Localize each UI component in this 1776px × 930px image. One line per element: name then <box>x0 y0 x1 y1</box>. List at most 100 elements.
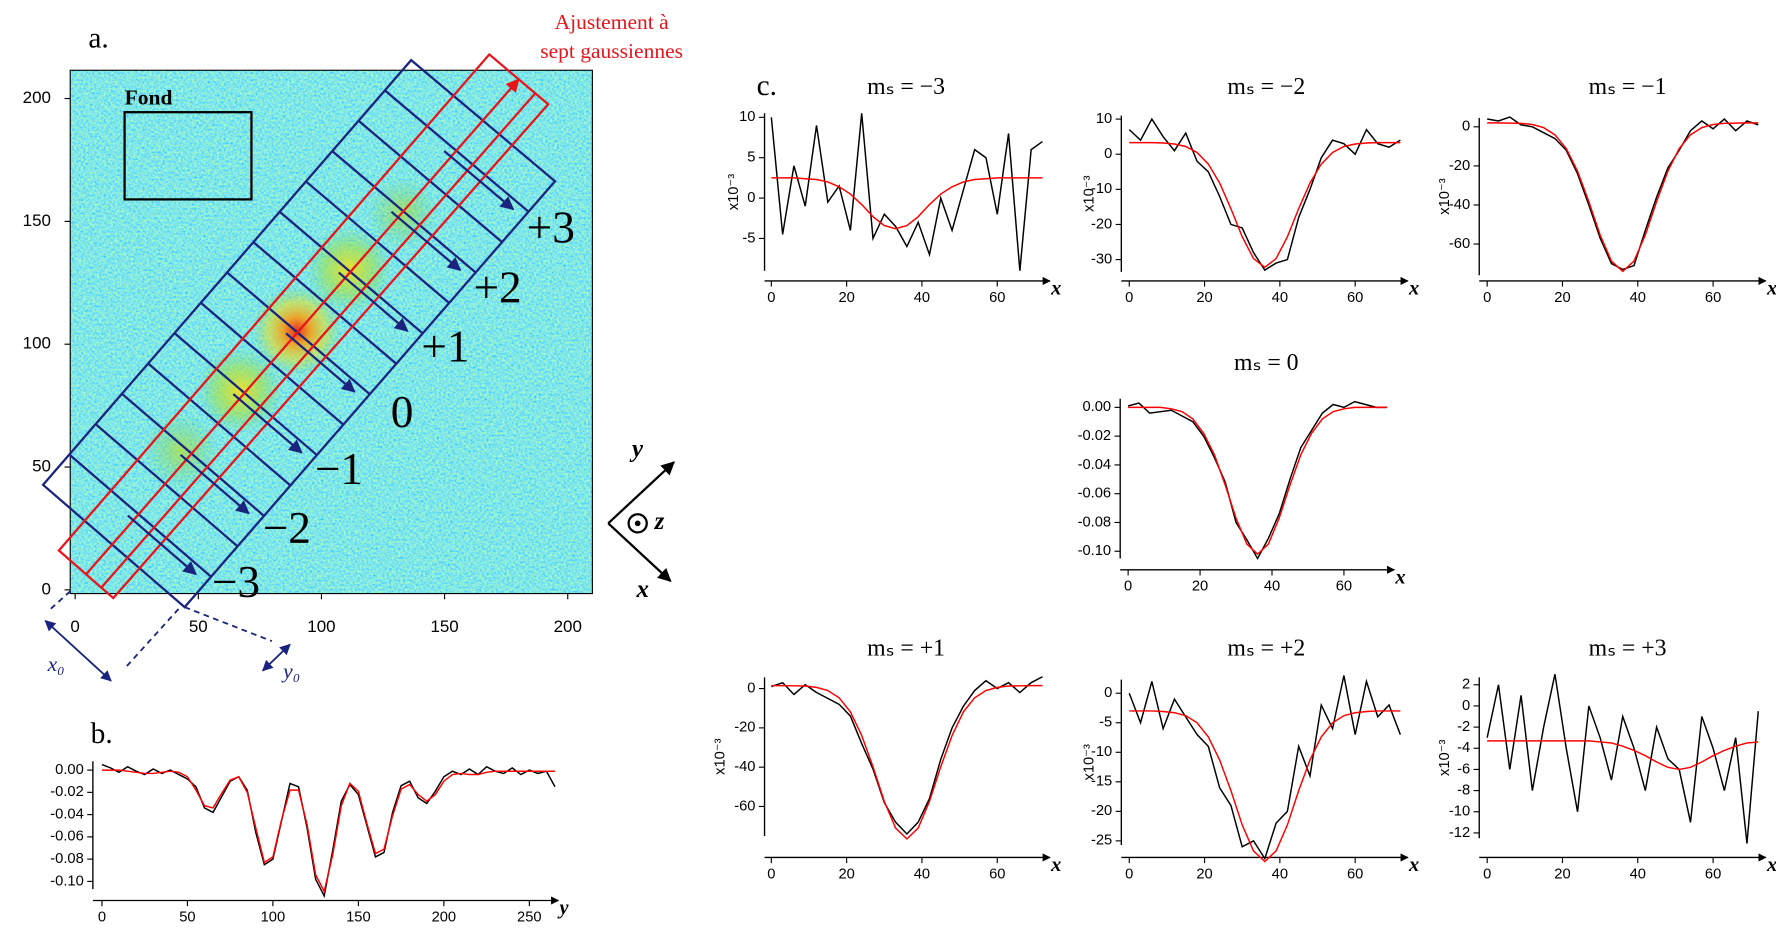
y-tick-label: 0 <box>1462 698 1470 714</box>
series-line <box>101 769 555 894</box>
x-tick-label: 20 <box>1192 579 1208 595</box>
y-axis-multiplier: x10⁻³ <box>1437 739 1453 776</box>
order-label: −3 <box>212 557 260 607</box>
x-tick-label: 0 <box>767 866 775 882</box>
offset-label: y₀ <box>281 659 300 683</box>
order-arrow <box>285 332 356 393</box>
y-tick-label: -5 <box>742 230 755 246</box>
y-tick-label: -25 <box>1091 833 1112 849</box>
series-line <box>770 113 1043 271</box>
x-tick-label: 0 <box>1125 866 1133 882</box>
y-axis-multiplier: x10⁻³ <box>726 174 742 211</box>
y-axis-multiplier: x10⁻³ <box>1437 178 1453 215</box>
x-tick-label: 60 <box>1347 290 1363 306</box>
order-label: −1 <box>315 444 363 494</box>
y-axis-multiplier: x10⁻³ <box>1082 744 1098 781</box>
y-tick-label: 0 <box>747 680 755 696</box>
y-tick-label: -60 <box>1449 236 1470 252</box>
triad-dot <box>634 520 641 527</box>
y-tick-label: 0 <box>1104 685 1112 701</box>
y-tick-label: -10 <box>1091 744 1112 760</box>
y-tick-label: 200 <box>23 88 51 107</box>
chart-title: mₛ = +3 <box>1589 636 1667 662</box>
offset-arrow <box>44 620 112 682</box>
axis-triad <box>607 461 675 583</box>
x-tick-label: 40 <box>1264 579 1280 595</box>
y-tick-label: -40 <box>734 759 755 775</box>
slice-line <box>121 392 265 517</box>
slice-line <box>226 271 371 396</box>
axis-label: y <box>629 436 644 463</box>
order-arrow <box>443 150 515 211</box>
x-tick-label: 40 <box>1272 866 1288 882</box>
series-line <box>771 177 1043 230</box>
y-tick-label: -6 <box>1457 761 1470 777</box>
y-tick-label: -0.10 <box>50 873 84 889</box>
y-tick-label: -15 <box>1091 774 1112 790</box>
x-tick-label: 40 <box>1630 866 1646 882</box>
order-arrow <box>127 514 197 576</box>
fit-line <box>100 92 537 589</box>
series-line <box>771 676 1043 836</box>
heatmap-frame <box>69 69 593 595</box>
panel-label: c. <box>757 70 777 102</box>
slice-line <box>173 332 318 456</box>
x-tick-label: 0 <box>767 290 775 306</box>
order-label: +2 <box>473 263 521 313</box>
order-arrow <box>390 210 462 271</box>
x-tick-label: 40 <box>1272 290 1288 306</box>
x-tick-label: 150 <box>430 617 458 636</box>
y-tick-label: -0.10 <box>1078 543 1112 559</box>
order-label: +1 <box>421 322 469 372</box>
y-tick-label: -0.08 <box>1078 514 1112 530</box>
x-axis-label: y <box>557 897 570 919</box>
y-tick-label: -0.06 <box>1078 486 1112 502</box>
slice-line <box>200 301 345 426</box>
y-tick-label: -5 <box>1099 715 1112 731</box>
y-tick-label: 0.00 <box>1082 399 1111 415</box>
series-line <box>1128 675 1402 861</box>
series-line <box>1128 406 1388 556</box>
y-tick-label: -0.04 <box>1078 457 1112 473</box>
y-tick-label: 10 <box>1096 111 1112 127</box>
series-line <box>1487 116 1759 271</box>
y-tick-label: -10 <box>1091 181 1112 197</box>
y-tick-label: -4 <box>1457 740 1470 756</box>
offset-guides <box>44 590 291 682</box>
x-tick-label: 20 <box>1196 290 1212 306</box>
x-tick-label: 50 <box>189 617 208 636</box>
slice-line <box>94 423 239 548</box>
x-tick-label: 20 <box>838 866 854 882</box>
x-tick-label: 20 <box>1554 866 1570 882</box>
chart-title: mₛ = −2 <box>1227 74 1305 100</box>
y-tick-label: 0 <box>747 190 755 206</box>
panel-label: a. <box>88 23 108 55</box>
y-tick-label: -30 <box>1091 251 1112 267</box>
series-line <box>1127 400 1388 560</box>
fit-label: Ajustement à <box>555 10 670 34</box>
y-tick-label: -40 <box>1449 197 1470 213</box>
x-tick-label: 50 <box>179 909 195 925</box>
x-tick-label: 0 <box>1124 579 1132 595</box>
order-arrow <box>338 271 409 332</box>
y-tick-label: -0.04 <box>50 807 84 823</box>
chart-title: mₛ = −1 <box>1589 74 1667 100</box>
y-tick-label: -20 <box>1091 803 1112 819</box>
x-tick-label: 60 <box>989 290 1005 306</box>
y-tick-label: 0 <box>42 579 51 598</box>
y-axis-multiplier: x10⁻³ <box>1082 175 1098 212</box>
x-tick-label: 100 <box>307 617 335 636</box>
x-tick-label: 0 <box>1125 290 1133 306</box>
y-tick-label: 100 <box>23 334 51 353</box>
x-axis-label: x <box>1050 278 1061 300</box>
y-tick-label: -0.06 <box>50 829 84 845</box>
x-axis-label: x <box>1408 278 1419 300</box>
background-label: Fond <box>125 86 173 110</box>
series-line <box>771 684 1043 840</box>
x-tick-label: 60 <box>989 866 1005 882</box>
order-label: 0 <box>391 387 414 437</box>
y-axis-multiplier: x10⁻³ <box>712 738 728 775</box>
triad-circle <box>627 513 648 534</box>
